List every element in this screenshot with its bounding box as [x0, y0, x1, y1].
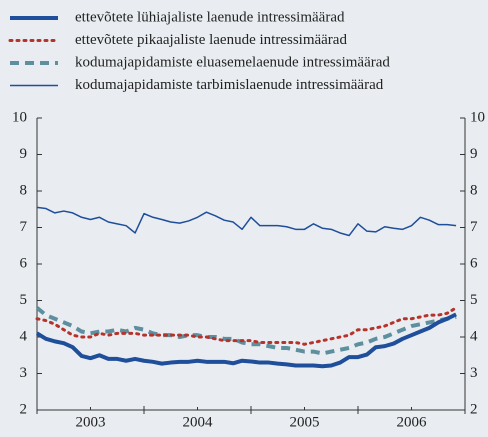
- y-tick-label: 10: [12, 109, 27, 125]
- y2-tick-label: 8: [470, 182, 478, 198]
- y2-tick-label: 6: [470, 255, 478, 271]
- y2-tick-label: 10: [470, 109, 485, 125]
- y2-tick-label: 7: [470, 219, 478, 235]
- x-tick-label: 2006: [397, 414, 428, 430]
- series-line: [36, 206, 457, 237]
- y-tick-label: 5: [20, 292, 28, 308]
- y-tick-label: 9: [20, 146, 28, 162]
- y-tick-label: 3: [20, 365, 28, 381]
- series-line: [35, 306, 457, 356]
- x-tick-label: 2004: [183, 414, 214, 430]
- y2-tick-label: 9: [470, 146, 478, 162]
- y-tick-label: 7: [20, 219, 28, 235]
- y-tick-label: 4: [20, 328, 28, 344]
- y2-tick-label: 5: [470, 292, 478, 308]
- y2-tick-label: 2: [470, 401, 478, 417]
- series-line: [35, 312, 457, 369]
- legend-label: ettevõtete lühiajaliste laenude intressi…: [75, 9, 345, 25]
- legend-label: kodumajapidamiste eluasemelaenude intres…: [75, 54, 390, 70]
- legend-label: ettevõtete pikaajaliste laenude intressi…: [75, 32, 347, 48]
- y2-tick-label: 4: [470, 328, 478, 344]
- y2-tick-label: 3: [470, 365, 478, 381]
- y-tick-label: 8: [20, 182, 28, 198]
- y-tick-label: 6: [20, 255, 28, 271]
- y-tick-label: 2: [20, 401, 28, 417]
- x-tick-label: 2003: [76, 414, 106, 430]
- series-line: [35, 306, 458, 346]
- x-tick-label: 2005: [290, 414, 320, 430]
- legend-label: kodumajapidamiste tarbimislaenude intres…: [75, 77, 384, 93]
